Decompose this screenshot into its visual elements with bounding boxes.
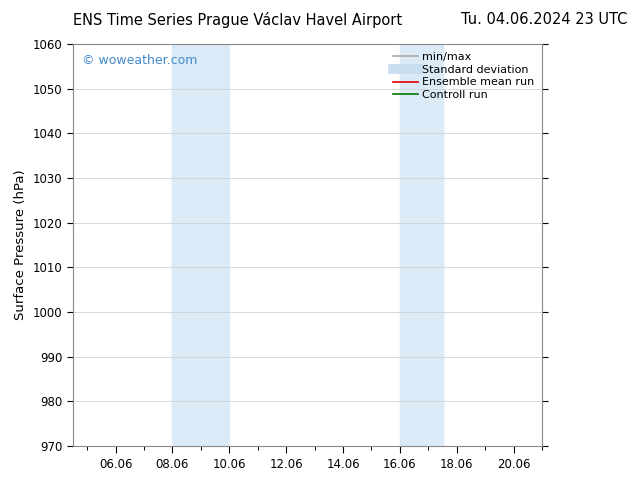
Bar [172,44,230,446]
Text: © woweather.com: © woweather.com [82,54,198,67]
Text: Tu. 04.06.2024 23 UTC: Tu. 04.06.2024 23 UTC [462,12,628,27]
Text: ENS Time Series Prague Václav Havel Airport: ENS Time Series Prague Václav Havel Airp… [73,12,402,28]
Legend: min/max, Standard deviation, Ensemble mean run, Controll run: min/max, Standard deviation, Ensemble me… [391,49,536,102]
Bar [400,44,443,446]
Y-axis label: Surface Pressure (hPa): Surface Pressure (hPa) [14,170,27,320]
